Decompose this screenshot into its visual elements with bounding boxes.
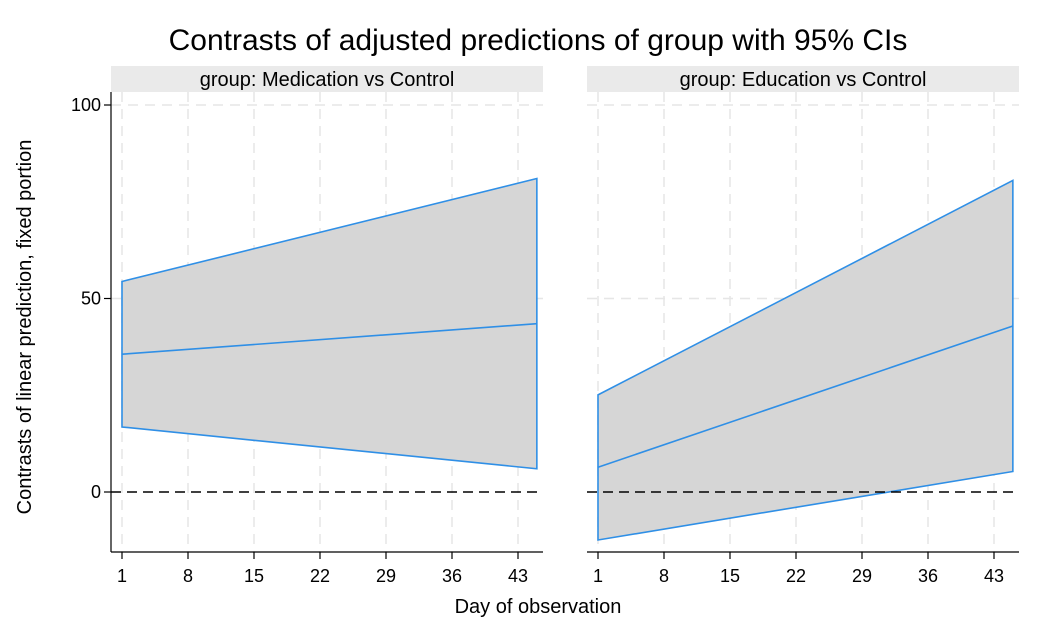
- x-tick-label: 1: [593, 566, 603, 586]
- panel-strip: [587, 66, 1019, 92]
- x-tick-label: 43: [508, 566, 528, 586]
- panel-strip-label: group: Education vs Control: [680, 69, 927, 91]
- y-tick-label: 100: [71, 95, 101, 115]
- x-tick-label: 43: [984, 566, 1004, 586]
- ci-band: [121, 177, 538, 470]
- x-tick-label: 15: [244, 566, 264, 586]
- ci-band: [597, 179, 1014, 541]
- panel-strip: [111, 66, 543, 92]
- x-tick-label: 36: [442, 566, 462, 586]
- chart-title: Contrasts of adjusted predictions of gro…: [169, 24, 908, 57]
- x-tick-label: 29: [852, 566, 872, 586]
- panel-2: group: Education vs Control 1 8 15 22 29 36 43: [587, 66, 1019, 586]
- x-tick-label: 29: [376, 566, 396, 586]
- x-tick-label: 22: [786, 566, 806, 586]
- estimate-line: [121, 322, 537, 356]
- panel-1: group: Medication vs Control 1 8 15 22 29 36 43…: [71, 66, 543, 586]
- y-tick-label: 0: [91, 482, 101, 502]
- y-axis-title: Contrasts of linear prediction, fixed po…: [14, 140, 36, 515]
- panel-strip-label: group: Medication vs Control: [200, 69, 455, 91]
- estimate-line: [597, 325, 1014, 468]
- x-axis-title: Day of observation: [455, 596, 622, 618]
- x-tick-label: 15: [720, 566, 740, 586]
- panels: group: Medication vs Control 1 8 15 22 29 36 43…: [71, 66, 1019, 586]
- x-tick-label: 8: [659, 566, 669, 586]
- x-tick-label: 22: [310, 566, 330, 586]
- y-tick-label: 50: [81, 289, 101, 309]
- x-tick-label: 8: [183, 566, 193, 586]
- x-tick-label: 36: [918, 566, 938, 586]
- x-tick-label: 1: [117, 566, 127, 586]
